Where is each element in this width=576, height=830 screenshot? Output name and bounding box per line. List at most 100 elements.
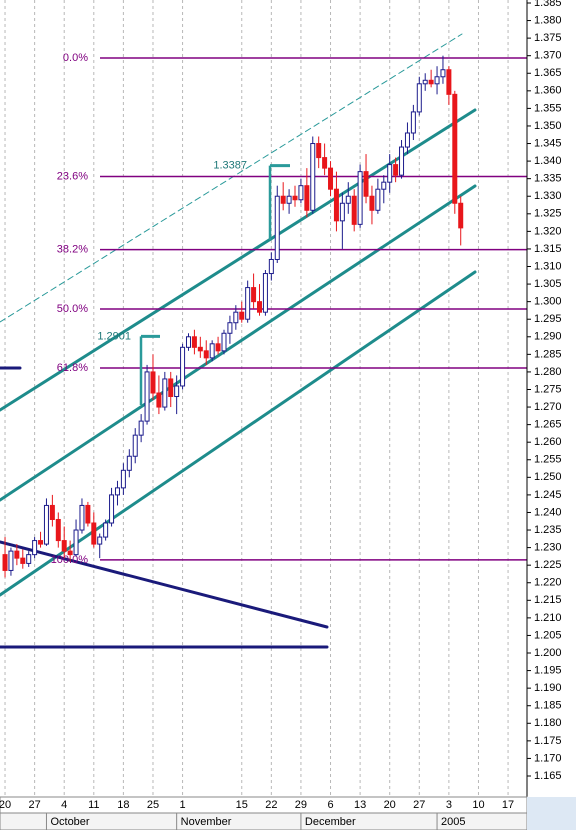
trend-line (0, 184, 477, 502)
candle-body (168, 378, 174, 398)
y-tick-label: 1.245 (534, 489, 562, 501)
candle-body (304, 185, 310, 211)
month-label: November (181, 816, 232, 828)
y-tick-label: 1.190 (534, 682, 562, 694)
x-tick-label: 27 (413, 799, 425, 811)
candle-body (79, 504, 85, 531)
candle-body (440, 69, 446, 78)
grid-layer (4, 0, 509, 797)
candle-body (393, 164, 399, 176)
candle-body (458, 202, 464, 229)
x-tick-label: 22 (265, 799, 277, 811)
candle-body (215, 343, 221, 352)
y-tick-label: 1.325 (534, 208, 562, 220)
candle-body (387, 164, 393, 183)
candle-body (20, 557, 26, 564)
x-tick-label: 20 (384, 799, 396, 811)
x-tick-label: 20 (0, 799, 11, 811)
candle-body (239, 311, 245, 320)
candle-body (363, 171, 369, 197)
y-tick-label: 1.180 (534, 717, 562, 729)
y-tick-label: 1.200 (534, 647, 562, 659)
y-tick-label: 1.375 (534, 32, 562, 44)
candle-body (351, 195, 357, 225)
y-tick-label: 1.260 (534, 436, 562, 448)
y-tick-label: 1.175 (534, 735, 562, 747)
trend-line (0, 270, 477, 597)
x-tick-label: 6 (327, 799, 333, 811)
y-tick-label: 1.310 (534, 260, 562, 272)
candle-body (286, 195, 292, 204)
y-tick-label: 1.280 (534, 366, 562, 378)
y-tick-label: 1.380 (534, 14, 562, 26)
y-tick-label: 1.225 (534, 559, 562, 571)
x-tick-label: 13 (354, 799, 366, 811)
y-tick-label: 1.295 (534, 313, 562, 325)
candle-body (375, 188, 381, 211)
corner (527, 797, 576, 830)
y-tick-label: 1.345 (534, 137, 562, 149)
y-tick-label: 1.320 (534, 225, 562, 237)
candle-body (38, 540, 44, 545)
y-tick-label: 1.195 (534, 664, 562, 676)
candle-body (43, 504, 49, 545)
candle-body (49, 504, 55, 520)
candle-body (280, 195, 286, 204)
candle-body (381, 181, 387, 190)
candle-body (452, 93, 458, 204)
y-tick-label: 1.215 (534, 594, 562, 606)
y-tick-label: 1.275 (534, 383, 562, 395)
candle-body (251, 287, 257, 303)
candle-body (180, 346, 186, 387)
candle-body (357, 171, 363, 225)
candle-body (8, 550, 14, 571)
y-tick-label: 1.250 (534, 471, 562, 483)
candle-body (26, 554, 32, 564)
candle-body (404, 132, 410, 148)
candle-body (97, 536, 103, 545)
y-tick-label: 1.265 (534, 419, 562, 431)
y-tick-label: 1.220 (534, 577, 562, 589)
candle-body (120, 469, 126, 489)
candle-body (399, 146, 405, 176)
y-tick-label: 1.335 (534, 173, 562, 185)
candle-body (369, 195, 375, 211)
candle-body (257, 301, 263, 313)
y-tick-label: 1.170 (534, 752, 562, 764)
annotation-label: 1.3387 (213, 160, 247, 172)
candle-body (328, 167, 334, 190)
candle-body (339, 202, 345, 222)
y-tick-label: 1.350 (534, 120, 562, 132)
candle-body (144, 371, 150, 422)
y-tick-label: 1.365 (534, 67, 562, 79)
candle-body (268, 258, 274, 275)
y-tick-label: 1.165 (534, 770, 562, 782)
month-label: October (50, 816, 89, 828)
x-tick-label: 27 (28, 799, 40, 811)
x-tick-label: 1 (180, 799, 186, 811)
candle-body (114, 487, 120, 496)
candle-body (333, 188, 339, 222)
candle-body (227, 322, 233, 334)
candle-body (316, 143, 322, 159)
y-tick-label: 1.340 (534, 155, 562, 167)
y-tick-label: 1.370 (534, 50, 562, 62)
y-tick-label: 1.185 (534, 700, 562, 712)
y-tick-label: 1.305 (534, 278, 562, 290)
fib-label: 0.0% (63, 52, 88, 64)
x-tick-label: 17 (502, 799, 514, 811)
y-tick-label: 1.360 (534, 85, 562, 97)
candle-body (162, 378, 168, 408)
candle-body (221, 332, 227, 352)
candle-body (103, 522, 109, 538)
month-label: December (305, 816, 356, 828)
candle-body (428, 79, 434, 85)
candle-body (209, 343, 215, 359)
candle-body (298, 185, 304, 201)
candle-body (73, 529, 79, 556)
candle-body (410, 111, 416, 134)
candle-body (191, 336, 197, 348)
